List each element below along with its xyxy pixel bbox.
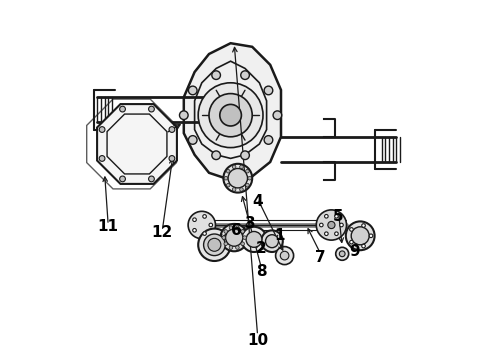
Circle shape (120, 106, 125, 112)
Circle shape (243, 236, 246, 239)
Circle shape (226, 183, 230, 187)
Circle shape (222, 236, 225, 239)
Circle shape (208, 238, 221, 251)
Circle shape (280, 251, 289, 260)
Circle shape (203, 232, 206, 235)
Polygon shape (97, 104, 177, 184)
Circle shape (229, 226, 233, 229)
Circle shape (169, 127, 175, 132)
Circle shape (148, 106, 154, 112)
Circle shape (224, 176, 228, 180)
Circle shape (188, 211, 216, 239)
Circle shape (223, 164, 252, 193)
Circle shape (351, 227, 369, 245)
Text: 6: 6 (231, 223, 242, 238)
Circle shape (336, 247, 349, 260)
Circle shape (209, 223, 213, 227)
Circle shape (369, 234, 373, 238)
Circle shape (198, 229, 231, 261)
Circle shape (273, 111, 282, 120)
Circle shape (240, 188, 243, 191)
Circle shape (225, 229, 243, 246)
Circle shape (212, 151, 220, 159)
Circle shape (241, 242, 245, 246)
Circle shape (224, 242, 227, 246)
Text: 10: 10 (247, 333, 268, 348)
Circle shape (261, 230, 283, 252)
Circle shape (169, 156, 175, 161)
Circle shape (209, 94, 252, 137)
Circle shape (226, 170, 230, 173)
Text: 8: 8 (256, 264, 267, 279)
Circle shape (179, 111, 188, 120)
Circle shape (193, 218, 196, 221)
Circle shape (335, 215, 338, 218)
Text: 3: 3 (245, 216, 256, 231)
Text: 7: 7 (315, 250, 326, 265)
Circle shape (99, 156, 105, 161)
Circle shape (99, 127, 105, 132)
Circle shape (212, 71, 220, 80)
Circle shape (241, 230, 245, 233)
Text: 12: 12 (151, 225, 173, 240)
Circle shape (316, 210, 346, 240)
Circle shape (340, 223, 343, 227)
Text: 11: 11 (98, 219, 119, 234)
Polygon shape (184, 43, 281, 180)
Circle shape (198, 83, 263, 148)
Circle shape (220, 224, 248, 251)
Circle shape (245, 183, 249, 187)
Circle shape (319, 223, 323, 227)
Circle shape (189, 86, 197, 95)
Circle shape (264, 86, 273, 95)
Circle shape (193, 229, 196, 232)
Circle shape (324, 232, 328, 235)
Circle shape (189, 136, 197, 144)
Circle shape (224, 230, 227, 233)
Circle shape (236, 226, 239, 229)
Circle shape (232, 188, 236, 191)
Circle shape (232, 165, 236, 169)
Text: 2: 2 (256, 241, 267, 256)
Circle shape (335, 232, 338, 235)
Circle shape (236, 246, 239, 249)
Circle shape (362, 224, 366, 227)
Circle shape (350, 240, 353, 244)
Circle shape (328, 221, 335, 229)
Circle shape (120, 176, 125, 182)
Circle shape (229, 246, 233, 249)
Circle shape (248, 176, 251, 180)
Circle shape (241, 71, 249, 80)
Circle shape (245, 170, 249, 173)
Circle shape (203, 215, 206, 218)
Circle shape (246, 231, 262, 247)
Circle shape (266, 235, 278, 248)
Circle shape (324, 215, 328, 218)
Circle shape (339, 251, 345, 257)
Text: 1: 1 (274, 228, 285, 243)
Circle shape (275, 247, 294, 265)
Circle shape (220, 104, 242, 126)
Circle shape (264, 136, 273, 144)
Circle shape (350, 228, 353, 231)
Circle shape (204, 234, 225, 256)
Circle shape (241, 151, 249, 159)
Circle shape (362, 244, 366, 248)
Circle shape (242, 227, 267, 252)
Text: 4: 4 (252, 194, 263, 209)
Text: 9: 9 (349, 244, 360, 260)
Circle shape (148, 176, 154, 182)
Circle shape (240, 165, 243, 169)
Text: 5: 5 (333, 208, 344, 224)
Circle shape (346, 221, 374, 250)
Circle shape (228, 168, 247, 188)
